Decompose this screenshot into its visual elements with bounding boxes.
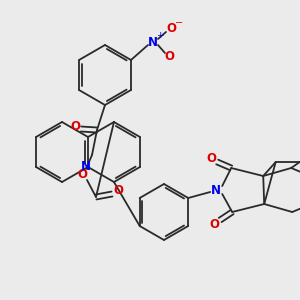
Text: N: N	[211, 184, 221, 196]
Text: +: +	[156, 32, 164, 40]
Text: O: O	[70, 121, 80, 134]
Text: O: O	[206, 152, 216, 164]
Text: N: N	[148, 35, 158, 49]
Text: O: O	[113, 184, 123, 197]
Text: O: O	[164, 50, 174, 62]
Text: O: O	[77, 169, 87, 182]
Text: −: −	[175, 18, 183, 28]
Text: N: N	[81, 160, 91, 173]
Text: O: O	[166, 22, 176, 34]
Text: O: O	[209, 218, 219, 230]
